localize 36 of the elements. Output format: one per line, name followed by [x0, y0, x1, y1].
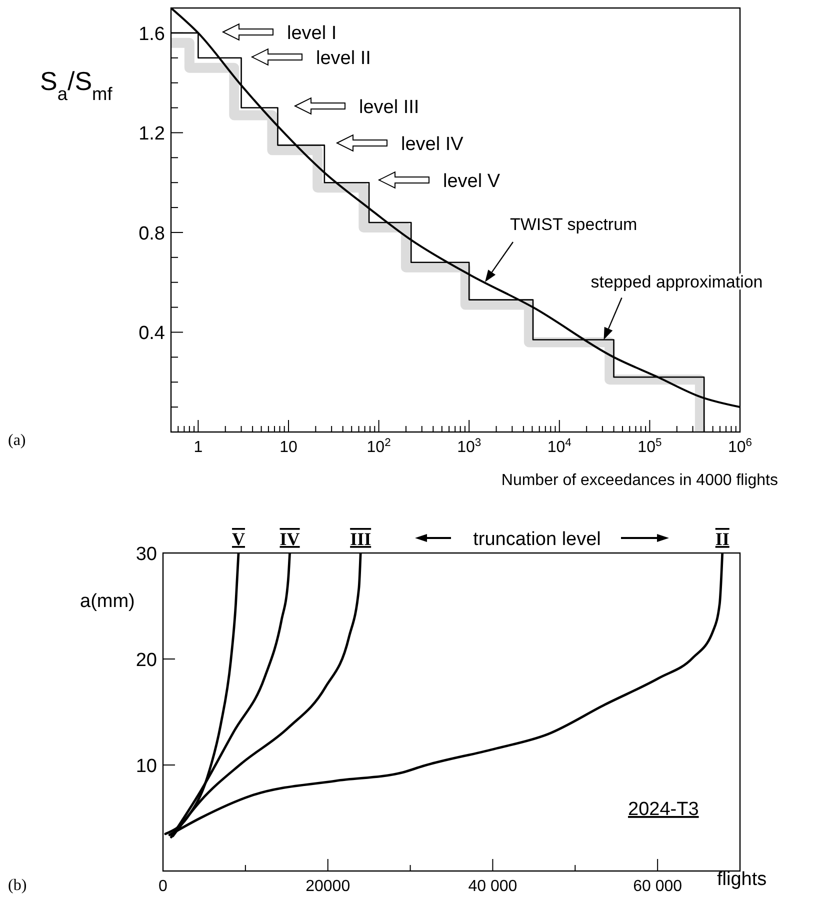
annotation: level II [316, 48, 371, 69]
y-tick-label: 0.8 [138, 223, 165, 244]
y-axis-title: S$_{a}$/S$_{mf}$ [40, 66, 114, 104]
x-tick-label: 10 [280, 439, 298, 456]
x-tick-label: 10$^{3}$ [457, 437, 482, 456]
x-tick-label: 1 [194, 439, 203, 456]
series-label: IV [280, 529, 300, 549]
series-label: III [350, 529, 372, 549]
y-tick-label: 20 [136, 650, 157, 671]
x-tick-label: 10$^{5}$ [638, 437, 662, 456]
x-tick-label: 20000 [306, 878, 350, 895]
x-axis-title: Number of exceedances in 4000 flights [501, 472, 778, 489]
y-tick-label: 0.4 [138, 323, 166, 344]
text: (b) [8, 877, 27, 894]
text: truncation level [473, 529, 601, 550]
y-tick-label: 1.2 [138, 124, 165, 145]
y-axis-title: a(mm) [80, 591, 135, 612]
x-tick-label: 10$^{4}$ [547, 437, 572, 456]
x-tick-label: 10$^{2}$ [366, 437, 391, 456]
x-tick-label: 60 000 [633, 878, 682, 895]
y-tick-label: 10 [136, 756, 157, 777]
x-tick-label: 10$^{6}$ [728, 437, 752, 456]
x-tick-label: 0 [158, 878, 168, 895]
annotation: level IV [401, 134, 464, 155]
annotation: TWIST spectrum [510, 215, 638, 234]
x-axis-title: flights [717, 869, 767, 890]
y-tick-label: 30 [136, 544, 157, 565]
series-label: V [232, 529, 246, 549]
y-tick-label: 1.6 [138, 24, 165, 45]
annotation: 2024-T3 [628, 799, 699, 820]
text: (a) [8, 432, 26, 449]
annotation: level V [443, 171, 500, 192]
x-tick-label: 40 000 [468, 878, 518, 895]
annotation: level I [287, 23, 337, 44]
series-label: II [715, 529, 730, 549]
annotation: level III [359, 97, 420, 118]
